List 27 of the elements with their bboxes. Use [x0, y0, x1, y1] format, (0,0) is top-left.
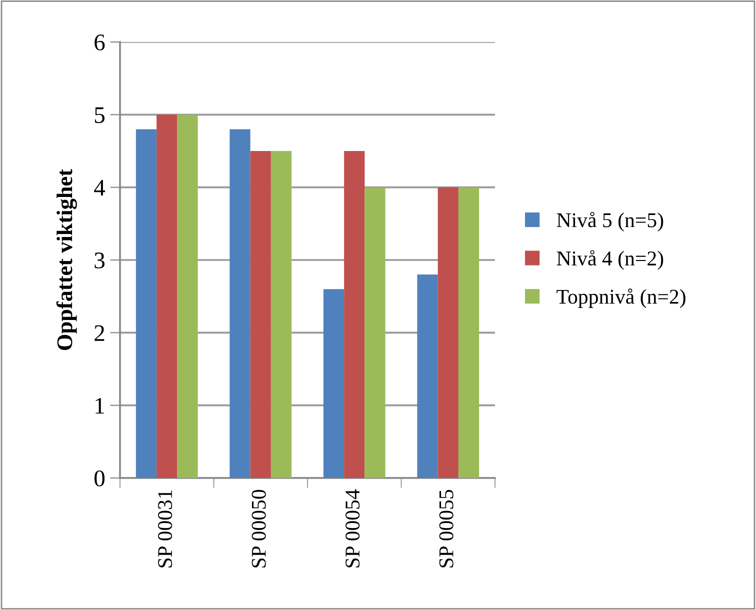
bar — [364, 187, 386, 478]
y-tick-label: 3 — [94, 252, 104, 268]
x-tick-label: SP 00050 — [252, 490, 266, 568]
bar — [230, 129, 250, 478]
y-tick-label: 0 — [94, 470, 105, 486]
y-tick-label: 2 — [94, 325, 104, 341]
bar — [458, 187, 480, 478]
bar — [136, 129, 157, 478]
bar — [438, 187, 458, 478]
bar — [156, 114, 178, 478]
bar — [417, 274, 438, 478]
y-axis-title: Oppfattet viktighet — [56, 169, 77, 350]
x-tick-label: SP 00055 — [439, 490, 454, 568]
legend-label: Nivå 4 (n=2) — [556, 250, 664, 270]
bar — [177, 114, 198, 478]
x-tick-label: SP 00031 — [158, 490, 172, 568]
bar — [270, 151, 292, 478]
legend-label: Toppnivå (n=2) — [556, 288, 686, 308]
y-tick-label: 4 — [94, 180, 106, 196]
y-tick-label: 5 — [94, 107, 104, 124]
x-tick-label: SP 00054 — [346, 489, 360, 568]
y-tick-label: 1 — [96, 398, 104, 414]
y-tick-label: 6 — [94, 34, 105, 50]
bar — [323, 289, 344, 478]
legend-label: Nivå 5 (n=5) — [556, 212, 664, 232]
bar — [250, 151, 271, 478]
bar — [344, 151, 365, 478]
